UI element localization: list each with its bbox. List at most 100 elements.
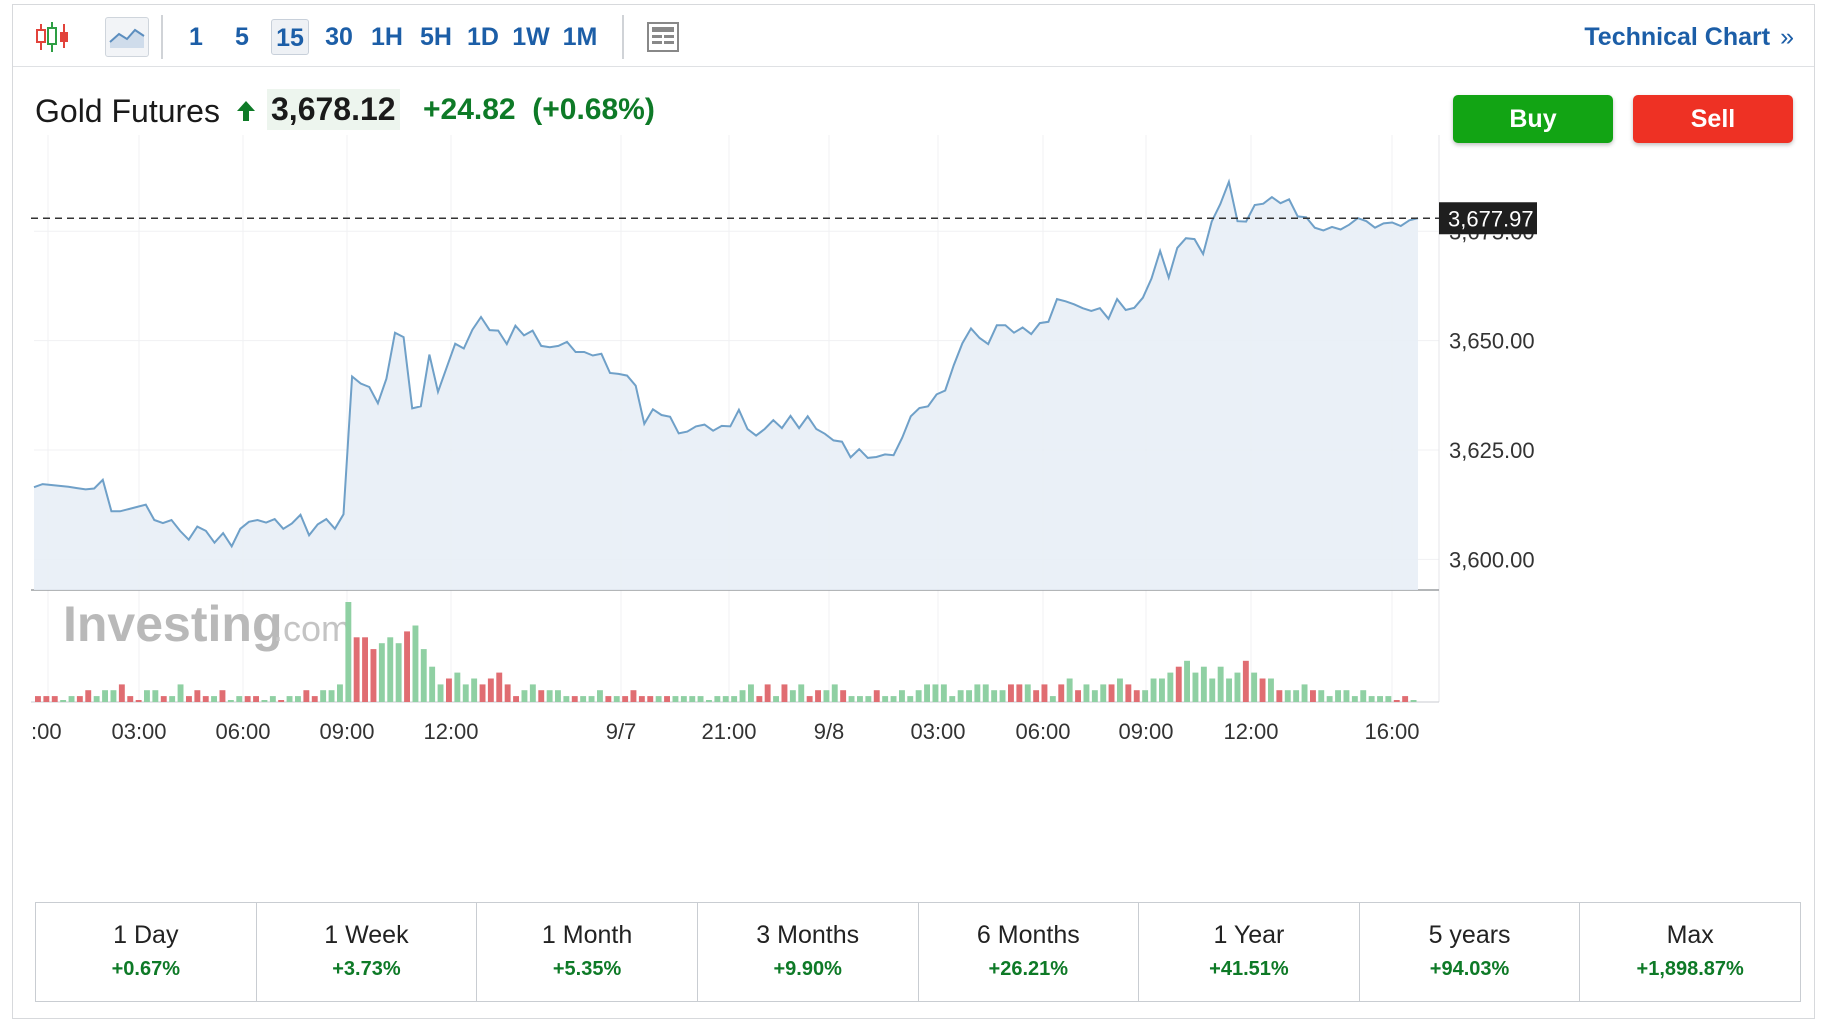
perf-1-week[interactable]: 1 Week +3.73% <box>257 903 478 1001</box>
perf-1-day[interactable]: 1 Day +0.67% <box>36 903 257 1001</box>
period-1[interactable]: 1 <box>189 23 203 51</box>
volume-bar <box>85 690 92 702</box>
volume-bar <box>337 684 343 702</box>
perf-value: +41.51% <box>1209 958 1289 980</box>
period-1h[interactable]: 1H <box>371 23 403 51</box>
volume-bar <box>1276 690 1283 702</box>
volume-bar <box>496 672 503 702</box>
volume-bar <box>303 690 310 702</box>
volume-bar <box>756 696 763 702</box>
perf-6-months[interactable]: 6 Months +26.21% <box>919 903 1140 1001</box>
perf-1-year[interactable]: 1 Year +41.51% <box>1139 903 1360 1001</box>
sell-button[interactable]: Sell <box>1633 95 1793 143</box>
volume-bar <box>227 700 234 702</box>
volume-bar <box>1117 678 1123 702</box>
volume-bar <box>1091 690 1098 702</box>
volume-bar <box>1159 678 1165 702</box>
volume-bar <box>781 684 788 702</box>
volume-bar <box>186 696 192 702</box>
volume-bar <box>1217 666 1224 702</box>
volume-bar <box>873 690 880 702</box>
volume-bar <box>974 684 981 702</box>
watermark-suffix: .com <box>273 608 351 649</box>
volume-bar <box>278 700 285 702</box>
volume-bar <box>1234 672 1241 702</box>
volume-bar <box>890 696 897 702</box>
volume-bar <box>43 696 50 702</box>
period-5h[interactable]: 5H <box>420 23 452 51</box>
toolbar-divider <box>161 15 163 59</box>
volume-bar <box>370 649 377 702</box>
perf-label: 1 Month <box>541 921 633 949</box>
volume-bar <box>286 696 293 702</box>
volume-bar <box>848 696 855 702</box>
x-tick-label: 09:00 <box>1118 719 1173 744</box>
volume-bar <box>68 696 75 702</box>
chart-widget: 1 5 15 30 1H 5H 1D 1W 1M Technical Chart… <box>12 4 1815 1019</box>
price-chart[interactable]: Investing .com 3,600.00 3,625.00 3,650.00 3… <box>13 5 1814 895</box>
volume-bar <box>1075 690 1081 702</box>
volume-bar <box>1209 678 1216 702</box>
volume-bar <box>1226 678 1232 702</box>
volume-bar <box>471 678 478 702</box>
double-chevron-right-icon: » <box>1780 23 1794 51</box>
volume-bar <box>706 700 712 702</box>
volume-bar <box>60 700 67 702</box>
perf-value: +94.03% <box>1429 958 1510 980</box>
volume-bar <box>546 690 553 702</box>
volume-bar <box>244 696 251 702</box>
volume-bar <box>865 696 872 702</box>
period-5[interactable]: 5 <box>235 23 249 51</box>
volume-bar <box>714 696 721 702</box>
volume-bar <box>1142 690 1149 702</box>
volume-bar <box>395 643 402 702</box>
volume-bar <box>1167 672 1174 702</box>
chart-toolbar: 1 5 15 30 1H 5H 1D 1W 1M Technical Chart… <box>13 5 1814 67</box>
perf-max[interactable]: Max +1,898.87% <box>1580 903 1800 1001</box>
period-1w[interactable]: 1W <box>512 23 550 51</box>
volume-bar <box>655 696 662 702</box>
period-15[interactable]: 15 <box>271 19 309 55</box>
volume-bar <box>647 696 654 702</box>
perf-1-month[interactable]: 1 Month +5.35% <box>477 903 698 1001</box>
perf-3-months[interactable]: 3 Months +9.90% <box>698 903 919 1001</box>
volume-bar <box>915 690 922 702</box>
x-tick-label: :00 <box>31 719 62 744</box>
volume-bar <box>1259 678 1266 702</box>
volume-bar <box>1200 666 1207 702</box>
volume-bar <box>538 690 545 702</box>
volume-bar <box>311 696 318 702</box>
volume-bar <box>1024 684 1031 702</box>
volume-bar <box>521 690 528 702</box>
volume-bar <box>219 690 226 702</box>
period-1m[interactable]: 1M <box>562 23 598 51</box>
candlestick-chart-icon[interactable] <box>31 17 75 57</box>
x-tick-label: 06:00 <box>1015 719 1070 744</box>
volume-bar <box>387 637 394 702</box>
volume-bar <box>420 649 427 702</box>
volume-bar <box>1016 684 1023 702</box>
period-30[interactable]: 30 <box>325 23 353 51</box>
news-table-icon[interactable] <box>641 17 685 57</box>
volume-bar <box>966 690 972 702</box>
x-tick-label: 03:00 <box>910 719 965 744</box>
volume-bar <box>1175 666 1182 702</box>
x-tick-label: 12:00 <box>1223 719 1278 744</box>
instrument-header: Gold Futures 3,678.12 +24.82 (+0.68%) Bu… <box>13 75 1814 145</box>
buy-button[interactable]: Buy <box>1453 95 1613 143</box>
volume-bar <box>194 690 201 702</box>
volume-bar <box>789 690 796 702</box>
area-chart-icon[interactable] <box>105 17 149 57</box>
y-tick-label: 3,625.00 <box>1449 438 1535 463</box>
perf-5-years[interactable]: 5 years +94.03% <box>1360 903 1581 1001</box>
x-tick-label: 9/8 <box>814 719 845 744</box>
period-1d[interactable]: 1D <box>467 23 499 51</box>
volume-bar <box>1318 690 1325 702</box>
technical-chart-link[interactable]: Technical Chart » <box>1584 19 1794 55</box>
volume-bar <box>580 696 587 702</box>
perf-label: 6 Months <box>976 921 1080 949</box>
volume-bar <box>1058 684 1065 702</box>
volume-bar <box>1385 696 1392 702</box>
volume-bar <box>1393 700 1400 702</box>
perf-label: 1 Day <box>113 921 179 949</box>
